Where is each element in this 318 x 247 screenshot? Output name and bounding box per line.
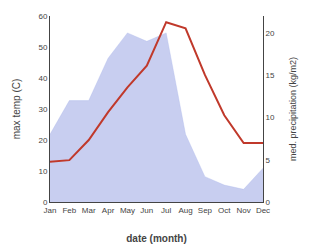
svg-text:5: 5 — [266, 156, 271, 165]
svg-text:20: 20 — [38, 136, 47, 145]
svg-text:Jul: Jul — [161, 206, 171, 215]
svg-text:50: 50 — [38, 43, 47, 52]
svg-text:Apr: Apr — [102, 206, 115, 215]
svg-text:Sep: Sep — [198, 206, 213, 215]
svg-text:med. precipitation (kg/m2): med. precipitation (kg/m2) — [288, 57, 298, 161]
svg-text:May: May — [120, 206, 135, 215]
svg-text:Jun: Jun — [140, 206, 153, 215]
svg-text:40: 40 — [38, 74, 47, 83]
svg-text:10: 10 — [266, 113, 275, 122]
svg-text:0: 0 — [43, 198, 48, 207]
svg-text:Mar: Mar — [82, 206, 96, 215]
svg-text:15: 15 — [266, 71, 275, 80]
svg-text:20: 20 — [266, 29, 275, 38]
svg-text:Oct: Oct — [218, 206, 231, 215]
svg-text:0: 0 — [266, 198, 271, 207]
svg-text:Feb: Feb — [62, 206, 76, 215]
svg-text:Aug: Aug — [178, 206, 192, 215]
svg-text:Jan: Jan — [44, 206, 57, 215]
svg-text:max temp (C): max temp (C) — [11, 79, 22, 140]
svg-text:60: 60 — [38, 12, 47, 21]
svg-text:Nov: Nov — [237, 206, 251, 215]
svg-text:30: 30 — [38, 105, 47, 114]
svg-text:date (month): date (month) — [126, 233, 187, 244]
svg-text:10: 10 — [38, 167, 47, 176]
svg-text:Dec: Dec — [256, 206, 270, 215]
